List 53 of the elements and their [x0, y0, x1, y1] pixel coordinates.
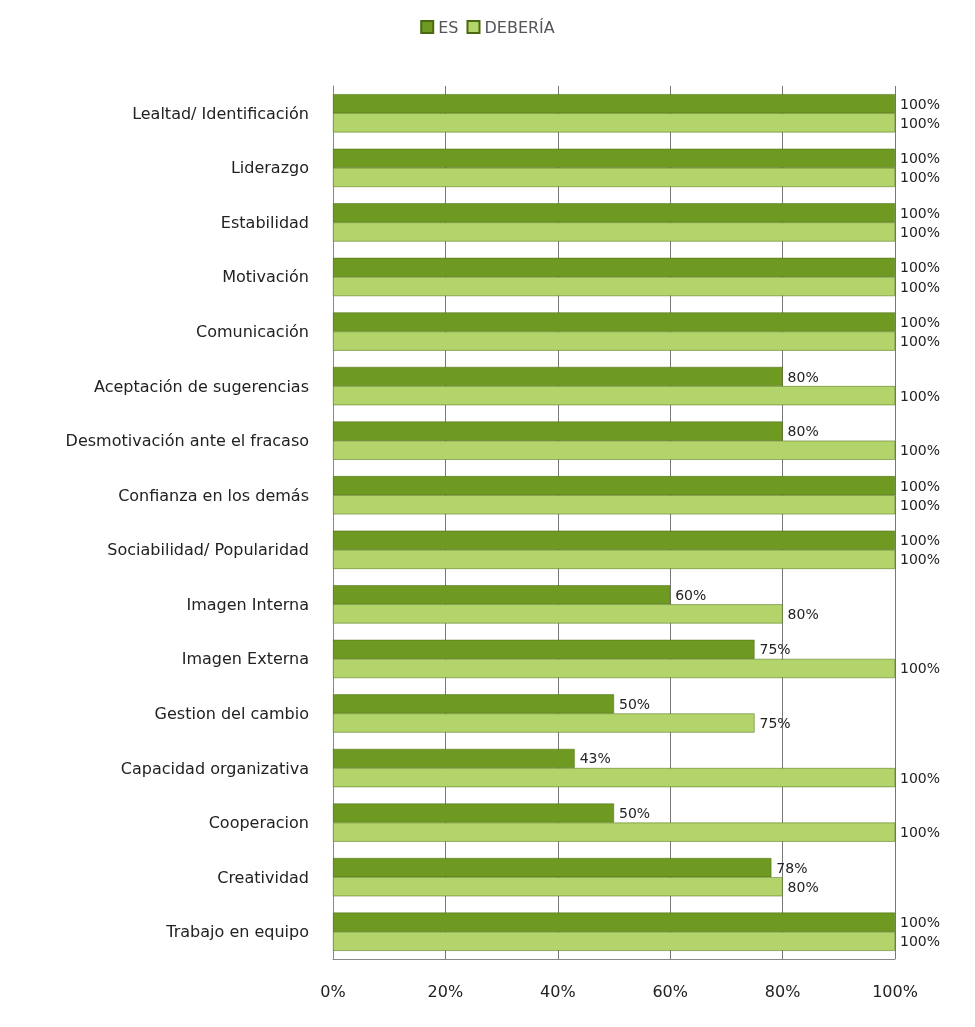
- x-tick-label: 80%: [764, 981, 801, 1001]
- data-label: 100%: [900, 496, 941, 513]
- y-tick-label: Liderazgo: [230, 158, 309, 178]
- data-label: 100%: [900, 313, 941, 330]
- y-tick-label: Aceptación de sugerencias: [94, 376, 309, 396]
- data-label: 80%: [787, 423, 819, 440]
- data-label: 100%: [900, 333, 941, 350]
- data-label: 100%: [900, 914, 941, 931]
- data-label: 100%: [900, 551, 941, 568]
- data-label: 50%: [619, 805, 651, 822]
- x-tick-label: 0%: [320, 981, 346, 1001]
- x-tick-label: 60%: [652, 981, 688, 1001]
- data-label: 43%: [579, 750, 611, 767]
- data-label: 100%: [900, 259, 941, 276]
- data-label: 100%: [900, 169, 941, 186]
- x-tick-label: 40%: [540, 981, 576, 1001]
- y-tick-label: Lealtad/ Identificación: [132, 103, 309, 123]
- data-label: 100%: [900, 442, 941, 459]
- legend-label: ES: [438, 17, 459, 37]
- y-tick-label: Trabajo en equipo: [165, 922, 309, 942]
- data-label: 50%: [619, 695, 651, 712]
- data-label: 100%: [900, 769, 941, 786]
- data-label: 100%: [900, 278, 941, 295]
- data-label: 100%: [900, 223, 941, 240]
- data-label: 100%: [900, 150, 941, 167]
- y-tick-label: Imagen Interna: [186, 594, 309, 614]
- data-label: 80%: [787, 605, 819, 622]
- y-tick-label: Motivación: [222, 267, 309, 287]
- y-tick-label: Sociabilidad/ Popularidad: [107, 540, 309, 560]
- y-tick-label: Confianza en los demás: [118, 485, 309, 505]
- x-tick-label: 100%: [872, 981, 918, 1001]
- y-tick-label: Cooperacion: [208, 813, 309, 833]
- y-tick-label: Comunicación: [195, 322, 309, 342]
- y-tick-label: Desmotivación ante el fracaso: [65, 431, 309, 451]
- y-tick-label: Estabilidad: [220, 212, 309, 232]
- x-tick-label: 20%: [427, 981, 464, 1001]
- data-label: 100%: [900, 824, 941, 841]
- data-label: 60%: [675, 586, 707, 603]
- data-label: 100%: [900, 204, 941, 221]
- data-label: 100%: [900, 95, 941, 112]
- data-label: 100%: [900, 114, 941, 131]
- y-tick-label: Capacidad organizativa: [120, 758, 309, 778]
- legend-label: DEBERÍA: [484, 17, 555, 37]
- data-label: 100%: [900, 477, 941, 494]
- data-label: 80%: [787, 878, 819, 895]
- y-tick-label: Imagen Externa: [181, 649, 309, 669]
- data-label: 80%: [787, 368, 819, 385]
- data-label: 100%: [900, 933, 941, 950]
- y-tick-label: Gestion del cambio: [154, 703, 309, 723]
- data-label: 100%: [900, 532, 941, 549]
- y-tick-label: Creatividad: [217, 867, 309, 887]
- data-label: 100%: [900, 387, 941, 404]
- data-label: 100%: [900, 660, 941, 677]
